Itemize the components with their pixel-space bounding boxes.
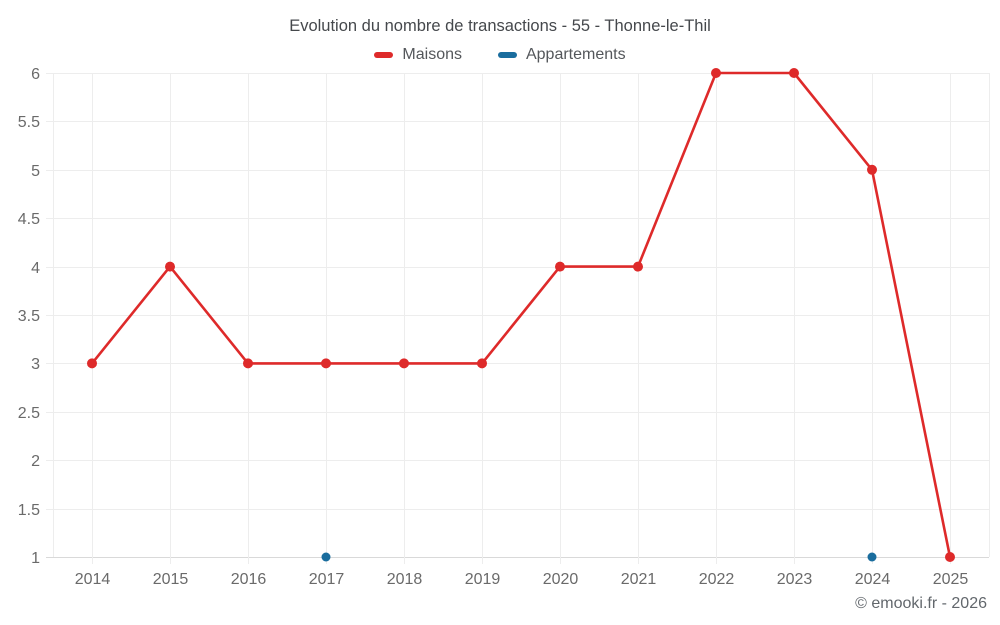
maisons-point[interactable] <box>399 358 409 369</box>
maisons-point[interactable] <box>711 68 721 78</box>
y-tick-label: 3 <box>31 356 40 373</box>
maisons-point[interactable] <box>945 552 955 562</box>
x-tick-label: 2023 <box>777 571 813 588</box>
x-tick-label: 2020 <box>543 571 579 588</box>
maisons-point[interactable] <box>555 261 565 272</box>
y-tick-label: 4.5 <box>18 211 40 228</box>
legend-label-appartements: Appartements <box>525 46 626 63</box>
x-tick-label: 2017 <box>309 571 345 588</box>
maisons-swatch-icon <box>374 52 394 58</box>
x-tick-label: 2018 <box>387 571 423 588</box>
copyright-watermark: © emooki.fr - 2026 <box>855 595 987 612</box>
x-tick-label: 2016 <box>231 571 267 588</box>
maisons-point[interactable] <box>321 358 331 369</box>
maisons-point[interactable] <box>243 358 253 369</box>
y-tick-label: 1.5 <box>18 502 40 519</box>
legend-label-maisons: Maisons <box>402 46 462 63</box>
x-tick-label: 2022 <box>699 571 735 588</box>
x-tick-label: 2021 <box>621 571 657 588</box>
maisons-line <box>90 71 952 559</box>
x-tick-label: 2014 <box>75 571 111 588</box>
chart-legend: Maisons Appartements <box>0 46 1000 64</box>
chart-title: Evolution du nombre de transactions - 55… <box>289 17 711 35</box>
appartements-point[interactable] <box>867 552 877 562</box>
y-tick-label: 6 <box>31 66 40 83</box>
y-tick-label: 5.5 <box>18 114 40 131</box>
appartements-swatch-icon <box>497 52 517 58</box>
maisons-point[interactable] <box>477 358 487 369</box>
maisons-point[interactable] <box>87 358 97 369</box>
y-tick-label: 4 <box>31 260 40 277</box>
y-tick-label: 2.5 <box>18 405 40 422</box>
x-tick-label: 2019 <box>465 571 501 588</box>
y-tick-label: 5 <box>31 163 40 180</box>
maisons-point[interactable] <box>633 261 643 272</box>
legend-item-maisons[interactable]: Maisons <box>374 46 462 64</box>
x-tick-label: 2025 <box>933 571 969 588</box>
y-tick-label: 3.5 <box>18 308 40 325</box>
y-tick-label: 2 <box>31 453 40 470</box>
maisons-point[interactable] <box>789 68 799 78</box>
appartements-point[interactable] <box>321 552 331 562</box>
legend-item-appartements[interactable]: Appartements <box>497 46 626 64</box>
x-tick-label: 2024 <box>855 571 891 588</box>
x-tick-label: 2015 <box>153 571 189 588</box>
maisons-point[interactable] <box>165 261 175 272</box>
y-tick-label: 1 <box>31 550 40 567</box>
maisons-point[interactable] <box>867 164 877 175</box>
